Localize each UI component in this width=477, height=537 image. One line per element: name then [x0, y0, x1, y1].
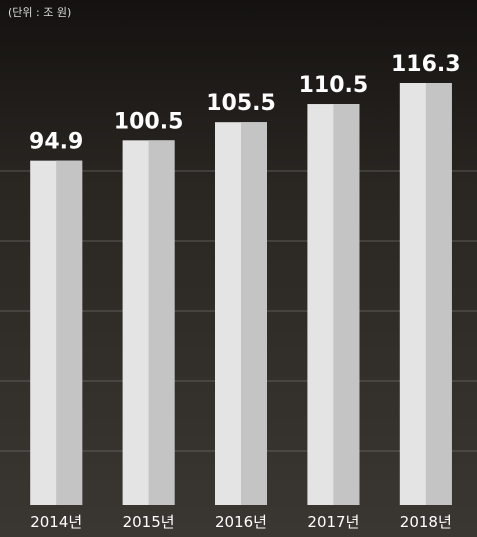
x-tick-label: 2015년 — [123, 513, 175, 531]
x-tick-label: 2017년 — [307, 513, 359, 531]
bar-shade — [56, 160, 83, 505]
bar-shade — [241, 122, 267, 506]
bar-shade — [148, 140, 175, 505]
value-label: 110.5 — [299, 73, 369, 98]
x-tick-label: 2014년 — [30, 513, 82, 531]
x-tick-label: 2016년 — [215, 513, 267, 531]
value-label: 116.3 — [391, 52, 461, 77]
value-label: 94.9 — [29, 130, 83, 155]
x-tick-label: 2018년 — [400, 513, 452, 531]
bar-shade — [425, 83, 452, 505]
value-label: 100.5 — [114, 109, 184, 134]
unit-label: (단위 : 조 원) — [8, 6, 71, 19]
value-label: 105.5 — [206, 91, 276, 116]
bar-shade — [333, 104, 360, 506]
